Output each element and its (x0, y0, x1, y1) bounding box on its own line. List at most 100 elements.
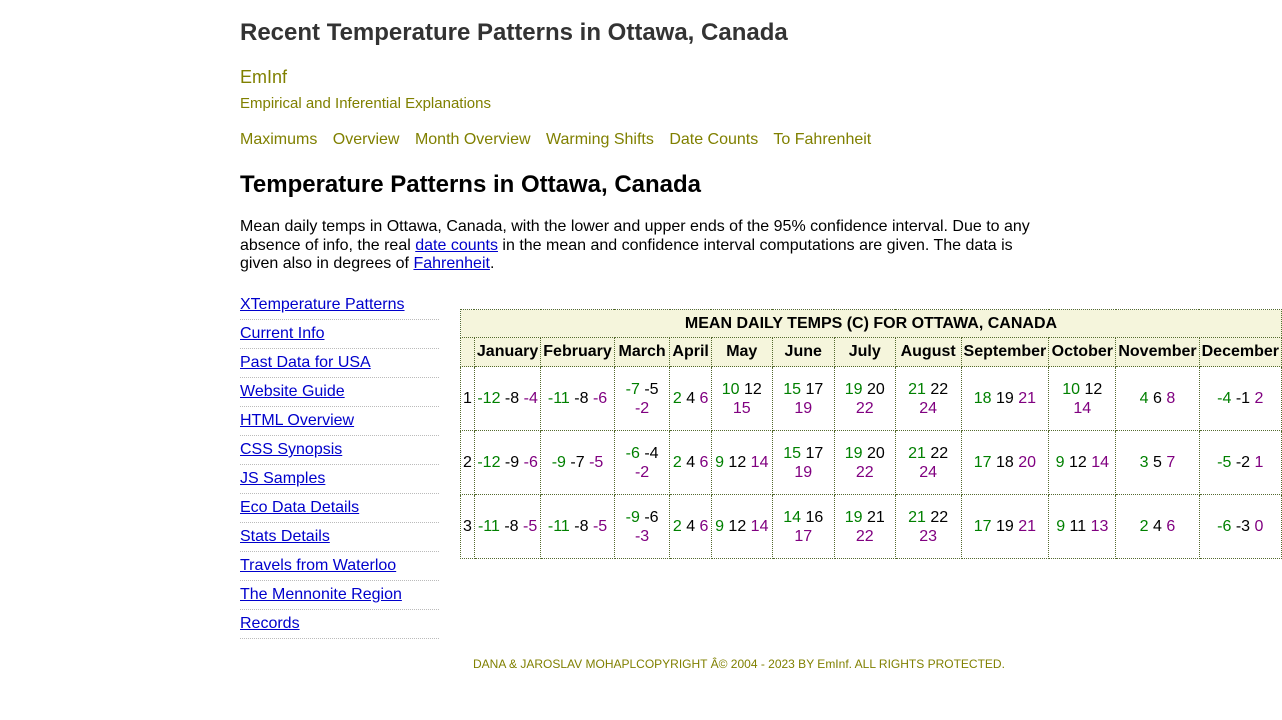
mean-value: -8 (504, 518, 519, 535)
mean-value: -1 (1235, 390, 1251, 407)
sidebar-item: The Mennonite Region (240, 581, 439, 610)
brand-name[interactable]: EmInf (240, 67, 288, 87)
temp-cell: 9 12 14 (710, 494, 773, 559)
table-row: 1 -12 -8 -4 -11 -8 -6 -7 -5 -2 2 4 6 10 12 15… (460, 366, 1282, 431)
mean-value: -9 (504, 454, 520, 471)
nav-to-fahrenheit[interactable]: To Fahrenheit (773, 131, 872, 148)
lower-bound: 2 (672, 454, 682, 471)
temp-cell: 19 21 22 (833, 494, 896, 559)
mean-value: 20 (866, 444, 885, 462)
mean-value: 21 (866, 508, 885, 526)
month-header: October (1048, 337, 1117, 367)
upper-bound: -2 (634, 399, 650, 417)
upper-bound: 6 (699, 518, 709, 535)
upper-bound: 24 (919, 463, 938, 481)
sidebar-item: Eco Data Details (240, 494, 439, 523)
sidebar-link-html-overview[interactable]: HTML Overview (240, 412, 355, 429)
sidebar-link-current-info[interactable]: Current Info (240, 325, 325, 342)
temp-cell: -12 -9 -6 (473, 430, 542, 495)
mean-value: 6 (1153, 390, 1162, 407)
lower-bound: 14 (783, 508, 801, 526)
upper-bound: 22 (855, 527, 874, 545)
mean-value: -7 (570, 454, 585, 471)
mean-value: -8 (504, 390, 520, 407)
temperature-table: MEAN DAILY TEMPS (C) FOR OTTAWA, CANADA … (460, 309, 1282, 559)
mean-value: 12 (1084, 380, 1103, 398)
month-header: November (1115, 337, 1200, 367)
sidebar-link-past-data-usa[interactable]: Past Data for USA (240, 354, 371, 371)
lower-bound: -11 (547, 518, 570, 535)
lower-bound: 4 (1139, 390, 1149, 407)
temp-cell: -9 -7 -5 (540, 430, 615, 495)
site-tagline: Empirical and Inferential Explanations (240, 95, 491, 112)
nav-month-overview[interactable]: Month Overview (414, 131, 531, 148)
upper-bound: 14 (1091, 454, 1109, 471)
mean-value: -6 (644, 508, 659, 526)
mean-value: -3 (1235, 518, 1251, 535)
mean-value: 4 (1153, 518, 1162, 535)
sidebar-link-css-synopsis[interactable]: CSS Synopsis (240, 441, 343, 458)
temp-cell: -11 -8 -5 (540, 494, 615, 559)
upper-bound: 6 (1166, 518, 1176, 535)
nav-date-counts[interactable]: Date Counts (669, 131, 759, 148)
month-header: March (613, 337, 671, 367)
sidebar-item: Stats Details (240, 523, 439, 552)
upper-bound: 14 (1073, 399, 1092, 417)
sidebar-link-mennonite-region[interactable]: The Mennonite Region (240, 586, 402, 603)
upper-bound: 2 (1254, 390, 1264, 407)
upper-bound: 22 (855, 399, 874, 417)
nav-maximums[interactable]: Maximums (240, 131, 318, 148)
mean-value: -8 (574, 390, 589, 407)
mean-value: 22 (930, 380, 949, 398)
sidebar-link-travels-waterloo[interactable]: Travels from Waterloo (240, 557, 397, 574)
lower-bound: -11 (477, 518, 500, 535)
sidebar-link-xtemperature-patterns[interactable]: XTemperature Patterns (240, 296, 405, 313)
table-caption: MEAN DAILY TEMPS (C) FOR OTTAWA, CANADA (460, 309, 1282, 338)
nav-warming-shifts[interactable]: Warming Shifts (545, 131, 654, 148)
mean-value: 4 (686, 390, 696, 407)
sidebar-link-website-guide[interactable]: Website Guide (240, 383, 345, 400)
upper-bound: 0 (1254, 518, 1264, 535)
table-body: 1 -12 -8 -4 -11 -8 -6 -7 -5 -2 2 4 6 10 12 15… (460, 366, 1282, 559)
upper-bound: 22 (855, 463, 874, 481)
mean-value: 20 (866, 380, 885, 398)
sidebar-link-js-samples[interactable]: JS Samples (240, 470, 326, 487)
lower-bound: 2 (1139, 518, 1149, 535)
month-header: June (771, 337, 835, 367)
date-counts-link[interactable]: date counts (415, 236, 498, 254)
temp-cell: 15 17 19 (771, 366, 835, 431)
upper-bound: 21 (1018, 390, 1037, 407)
sidebar-item: Past Data for USA (240, 349, 439, 378)
lower-bound: 19 (844, 508, 863, 526)
mean-value: -8 (574, 518, 589, 535)
temp-cell: 2 4 6 (669, 430, 712, 495)
sidebar-link-records[interactable]: Records (240, 615, 300, 632)
intro-text-1: Mean daily temps in Ottawa, Canada, with… (240, 218, 1030, 254)
lower-bound: -4 (1217, 390, 1232, 407)
sidebar-item: HTML Overview (240, 407, 439, 436)
upper-bound: 21 (1018, 518, 1037, 535)
mean-value: 19 (996, 390, 1014, 407)
lower-bound: -9 (625, 508, 640, 526)
lower-bound: 15 (783, 444, 801, 462)
sidebar-link-eco-data-details[interactable]: Eco Data Details (240, 499, 360, 516)
lower-bound: 9 (715, 518, 724, 535)
sidebar-item: XTemperature Patterns (240, 291, 439, 320)
month-header: July (833, 337, 896, 367)
temp-cell: -7 -5 -2 (613, 366, 671, 431)
upper-bound: 19 (794, 399, 813, 417)
mean-value: 11 (1069, 518, 1087, 535)
sidebar-link-stats-details[interactable]: Stats Details (240, 528, 330, 545)
mean-value: 5 (1153, 454, 1162, 471)
temp-cell: 2 4 6 (669, 494, 712, 559)
nav-overview[interactable]: Overview (332, 131, 400, 148)
lower-bound: 17 (973, 454, 992, 471)
fahrenheit-link[interactable]: Fahrenheit (413, 255, 490, 272)
month-header: August (894, 337, 962, 367)
upper-bound: 1 (1254, 454, 1264, 471)
mean-value: 19 (996, 518, 1014, 535)
temp-cell: -6 -3 0 (1198, 494, 1282, 559)
lower-bound: 2 (672, 390, 682, 407)
